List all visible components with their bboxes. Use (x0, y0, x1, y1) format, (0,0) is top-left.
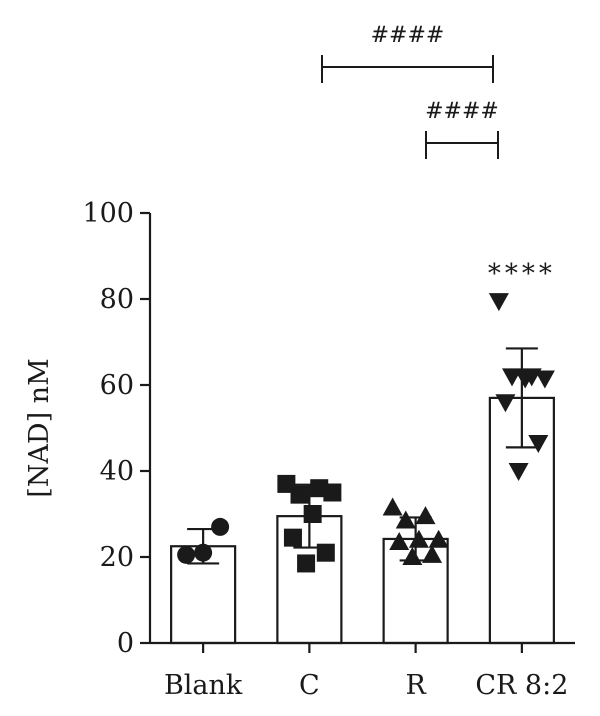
data-point-3-6 (528, 435, 549, 454)
significance-stars: **** (488, 259, 556, 289)
x-tick-label-0: Blank (164, 670, 243, 701)
data-point-2-4 (408, 529, 429, 548)
data-point-2-6 (422, 544, 443, 563)
annotation-layer: **** #### #### (321, 23, 556, 289)
y-tick-label-60: 60 (100, 370, 134, 401)
data-point-0-0 (177, 545, 196, 564)
points-layer (177, 293, 555, 573)
data-point-1-7 (297, 554, 316, 573)
data-point-2-2 (395, 510, 416, 529)
data-point-2-3 (428, 529, 449, 548)
ticks-layer: 0 20 40 60 80 100 Blank C R CR 8:2 (82, 198, 568, 701)
axes-layer (148, 213, 575, 645)
data-point-1-6 (316, 543, 335, 562)
data-point-0-2 (194, 543, 213, 562)
y-tick-label-80: 80 (100, 284, 134, 315)
data-point-3-3 (534, 370, 555, 389)
x-tick-label-3: CR 8:2 (475, 670, 568, 701)
y-tick-label-20: 20 (100, 542, 134, 573)
data-point-1-5 (283, 528, 302, 547)
y-tick-label-40: 40 (100, 456, 134, 487)
data-point-3-7 (508, 463, 529, 481)
bracket-label-1: #### (425, 99, 499, 124)
data-point-2-7 (402, 547, 423, 565)
data-point-2-5 (389, 531, 410, 550)
y-tick-label-0: 0 (117, 628, 134, 659)
data-point-1-3 (323, 483, 342, 502)
x-tick-label-2: R (405, 670, 426, 701)
data-point-1-4 (303, 505, 322, 523)
data-point-2-1 (415, 506, 436, 525)
data-point-0-1 (211, 517, 230, 536)
y-axis-title: [NAD] nM (24, 358, 55, 497)
data-point-3-4 (515, 370, 536, 389)
bracket-label-0: #### (371, 23, 445, 48)
data-point-3-0 (488, 293, 509, 312)
data-point-1-2 (290, 485, 309, 504)
data-point-3-5 (495, 394, 516, 413)
data-point-2-0 (382, 497, 403, 516)
x-tick-label-1: C (299, 670, 320, 701)
y-tick-label-100: 100 (82, 198, 134, 229)
bars-layer (170, 347, 555, 645)
